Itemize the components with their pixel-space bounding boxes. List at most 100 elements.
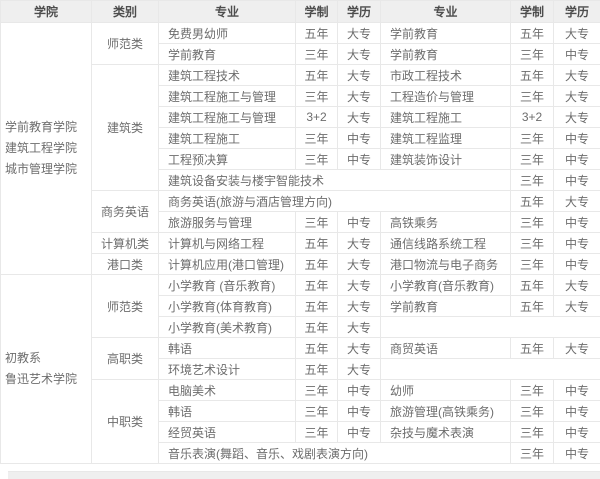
degree-cell: 中专 [553,211,600,233]
college-cell: 初教系 鲁迅艺术学院 [0,274,92,464]
duration-cell: 五年 [295,274,338,296]
degree-cell: 大专 [337,85,381,107]
duration-cell: 五年 [295,253,338,275]
category-cell: 港口类 [91,253,159,275]
table-row: 旅游服务与管理 三年 中专 高铁乘务 三年 中专 [1,211,600,233]
major-cell: 学前教育 [380,22,511,44]
duration-cell: 五年 [295,232,338,254]
duration-cell: 三年 [295,400,338,422]
duration-cell: 五年 [510,295,554,317]
degree-cell: 中专 [553,148,600,170]
duration-cell: 五年 [295,295,338,317]
degree-cell: 大专 [337,22,381,44]
table-row: 小学教育(体育教育) 五年 大专 学前教育 五年 大专 [1,295,600,317]
degree-cell: 大专 [337,43,381,65]
duration-cell: 三年 [295,211,338,233]
major-cell: 工程预决算 [158,148,296,170]
duration-cell: 三年 [295,379,338,401]
table-row: 建筑类 建筑工程技术 五年 大专 市政工程技术 五年 大专 [1,64,600,191]
duration-cell: 五年 [510,274,554,296]
degree-cell: 大专 [337,106,381,128]
duration-cell: 三年 [295,85,338,107]
duration-cell: 三年 [510,127,554,149]
major-cell: 旅游服务与管理 [158,211,296,233]
category-cell: 计算机类 [91,232,159,254]
table-row: 港口类 计算机应用(港口管理) 五年 大专 港口物流与电子商务 三年 中专 [1,253,600,275]
duration-cell: 三年 [510,253,554,275]
table-header: 学院 类别 专业 学制 学历 专业 学制 学历 [0,0,600,23]
degree-cell: 中专 [337,421,381,443]
degree-cell: 中专 [553,400,600,422]
major-cell: 旅游管理(高铁乘务) [380,400,511,422]
column-header-major-2: 专业 [380,0,511,23]
major-cell: 建筑工程施工与管理 [158,85,296,107]
degree-cell: 大专 [553,85,600,107]
major-cell: 建筑设备安装与楼宇智能技术 [158,169,511,191]
degree-cell: 大专 [337,232,381,254]
major-cell: 韩语 [158,400,296,422]
major-cell: 经贸英语 [158,421,296,443]
duration-cell: 五年 [295,337,338,359]
duration-cell: 三年 [295,43,338,65]
major-cell: 音乐表演(舞蹈、音乐、戏剧表演方向) [158,442,511,464]
table-row: 音乐表演(舞蹈、音乐、戏剧表演方向) 三年 中专 [1,442,600,464]
column-header-major-1: 专业 [158,0,296,23]
duration-cell: 三年 [295,127,338,149]
degree-cell: 中专 [553,232,600,254]
table-row: 高职类 韩语 五年 大专 商贸英语 五年 大专 [1,337,600,380]
table-row: 中职类 电脑美术 三年 中专 幼师 三年 中专 [1,379,600,464]
category-cell: 中职类 [91,379,159,464]
major-cell: 环境艺术设计 [158,358,296,380]
duration-cell: 五年 [295,64,338,86]
degree-cell: 大专 [553,106,600,128]
duration-cell: 五年 [510,22,554,44]
next-table-header-partial [8,471,600,479]
degree-cell: 大专 [337,253,381,275]
duration-cell: 三年 [510,232,554,254]
major-cell: 高铁乘务 [380,211,511,233]
table-body: 学前教育学院 建筑工程学院 城市管理学院 师范类 免费男幼师 五年 大专 学前教育 五年 大专 学前… [0,22,600,464]
major-cell: 建筑装饰设计 [380,148,511,170]
major-cell: 学前教育 [380,295,511,317]
duration-cell: 3+2 [295,106,338,128]
degree-cell: 大专 [553,274,600,296]
header-row: 学院 类别 专业 学制 学历 专业 学制 学历 [0,0,600,23]
duration-cell: 五年 [295,316,338,338]
college-name: 初教系 [5,351,42,365]
major-cell: 商务英语(旅游与酒店管理方向) [158,190,511,212]
degree-cell: 中专 [337,400,381,422]
degree-cell: 中专 [553,127,600,149]
category-cell: 建筑类 [91,64,159,191]
degree-cell: 大专 [553,337,600,359]
table-row: 初教系 鲁迅艺术学院 师范类 小学教育 (音乐教育) 五年 大专 小学教育(音乐教育) 五年大… [0,274,600,464]
degree-cell: 中专 [553,442,600,464]
duration-cell: 三年 [510,43,554,65]
column-header-degree-1: 学历 [337,0,381,23]
major-cell: 通信线路系统工程 [380,232,511,254]
degree-cell: 大专 [337,316,381,338]
duration-cell: 三年 [510,421,554,443]
duration-cell: 三年 [510,379,554,401]
major-cell: 建筑工程施工 [380,106,511,128]
college-name: 鲁迅艺术学院 [5,372,78,386]
major-cell: 建筑工程技术 [158,64,296,86]
column-header-duration-1: 学制 [295,0,338,23]
duration-cell: 五年 [295,22,338,44]
duration-cell: 三年 [510,85,554,107]
degree-cell: 大专 [553,295,600,317]
major-cell: 小学教育(体育教育) [158,295,296,317]
degree-cell: 大专 [337,295,381,317]
degree-cell: 中专 [553,169,600,191]
duration-cell: 三年 [510,148,554,170]
major-cell: 学前教育 [158,43,296,65]
degree-cell: 中专 [337,148,381,170]
degree-cell: 中专 [553,253,600,275]
table-row: 建筑工程施工 三年 中专 建筑工程监理 三年 中专 [1,127,600,149]
degree-cell: 大专 [553,22,600,44]
major-cell: 小学教育(美术教育) [158,316,296,338]
degree-cell: 大专 [337,274,381,296]
major-cell: 幼师 [380,379,511,401]
major-cell: 计算机与网络工程 [158,232,296,254]
major-cell: 小学教育(音乐教育) [380,274,511,296]
major-cell: 建筑工程施工与管理 [158,106,296,128]
